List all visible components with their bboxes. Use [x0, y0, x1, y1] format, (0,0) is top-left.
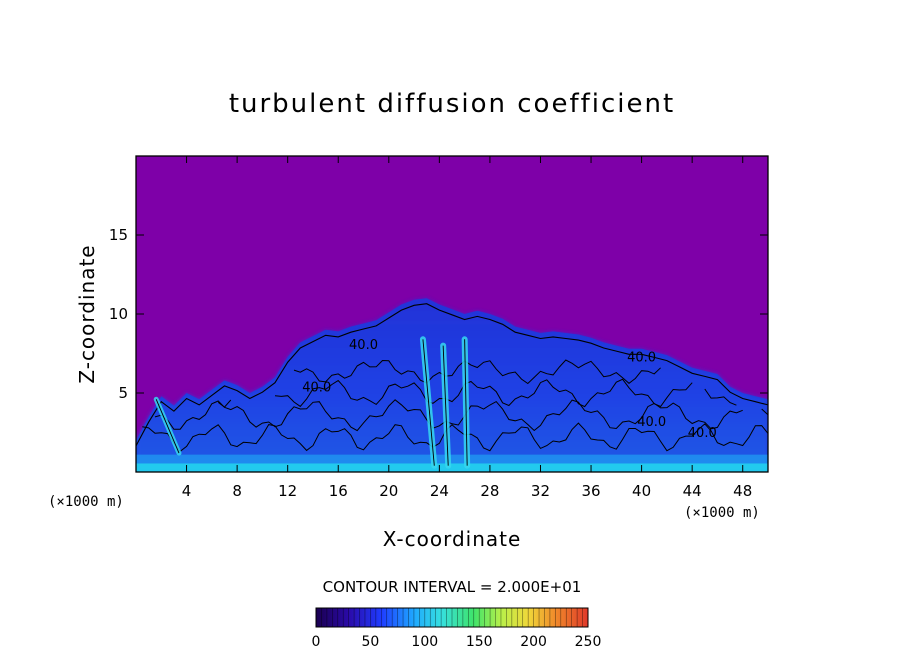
colorbar-segments [321, 608, 583, 627]
boundary-layer-upper [136, 454, 768, 464]
x-axis-ticks: 4 8 12 16 20 24 28 32 36 40 44 48 [182, 156, 752, 500]
heatmap-field: 40.0 40.0 40.0 40.0 40.0 [136, 298, 768, 472]
x-tick-label: 8 [232, 482, 242, 500]
contour-line [142, 422, 768, 452]
contour-label: 40.0 [302, 380, 331, 395]
contour-label: 40.0 [627, 350, 656, 365]
streak-contour [422, 339, 435, 466]
streak-contour [155, 399, 180, 454]
contour-label: 40.0 [349, 338, 378, 353]
x-tick-label: 44 [683, 482, 702, 500]
colorbar-tick-label: 200 [520, 634, 547, 650]
x-unit-label: (×1000 m) [684, 505, 760, 521]
contour-line [293, 359, 661, 385]
y-tick-label: 5 [118, 384, 128, 402]
y-axis-ticks: 5 10 15 [109, 226, 768, 402]
x-axis-label: X-coordinate [383, 527, 522, 551]
contour-label: 40.0 [637, 415, 666, 430]
colorbar-tick-label: 100 [411, 634, 438, 650]
x-tick-label: 24 [430, 482, 449, 500]
colorbar-tick-label: 250 [575, 634, 602, 650]
x-tick-label: 16 [329, 482, 348, 500]
colorbar-tick-label: 50 [361, 634, 379, 650]
turbulent-region-shading [136, 298, 768, 472]
boundary-layer [136, 463, 768, 472]
contour-label: 40.0 [688, 426, 717, 441]
x-tick-label: 36 [581, 482, 600, 500]
x-tick-label: 32 [531, 482, 550, 500]
colorbar-tick-label: 150 [466, 634, 493, 650]
colorbar-ticks: 0 50 100 150 200 250 [312, 634, 602, 650]
y-tick-label: 10 [109, 305, 128, 323]
x-tick-label: 20 [379, 482, 398, 500]
contour-line [217, 378, 737, 408]
contour-interval-label: CONTOUR INTERVAL = 2.000E+01 [323, 578, 582, 596]
x-tick-label: 28 [480, 482, 499, 500]
colorbar-tick-label: 0 [312, 634, 321, 650]
contour-line-outer [136, 303, 768, 447]
y-unit-label: (×1000 m) [48, 494, 124, 510]
x-tick-label: 48 [733, 482, 752, 500]
x-tick-label: 12 [278, 482, 297, 500]
x-tick-label: 4 [182, 482, 192, 500]
streak-contour [464, 339, 468, 466]
y-axis-label: Z-coordinate [75, 244, 99, 383]
chart-title: turbulent diffusion coefficient [229, 89, 675, 119]
y-tick-label: 15 [109, 226, 128, 244]
x-tick-label: 40 [632, 482, 651, 500]
streak-contour [442, 345, 449, 466]
